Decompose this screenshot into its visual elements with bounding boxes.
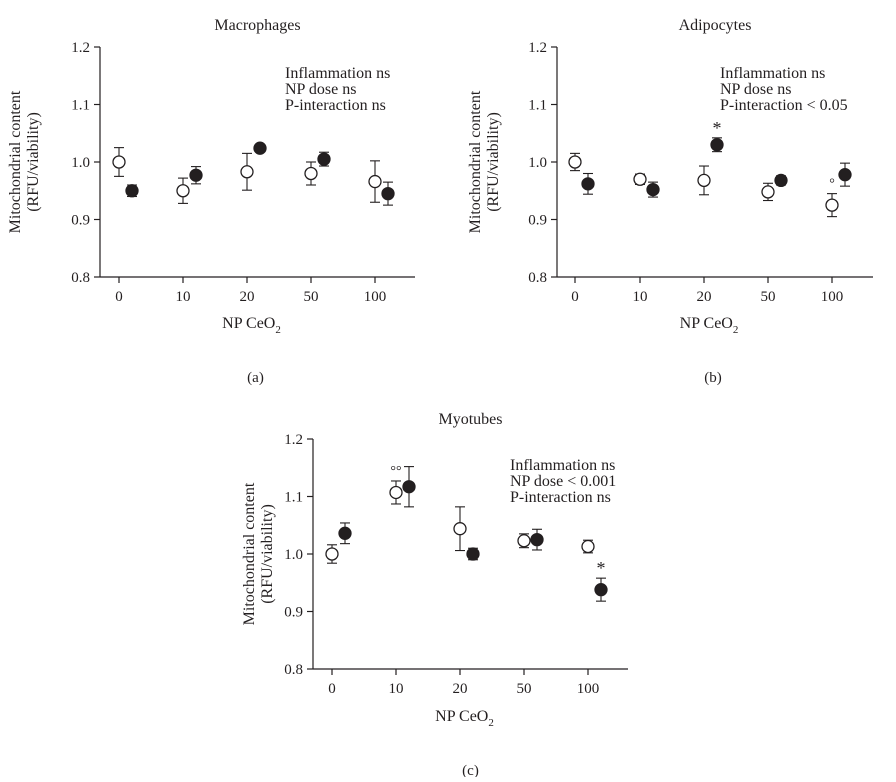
x-tick-label: 100 bbox=[364, 289, 387, 305]
y-tick-label: 1.0 bbox=[284, 547, 303, 563]
x-tick-label: 20 bbox=[240, 289, 255, 305]
y-tick-label: 0.8 bbox=[528, 270, 547, 286]
chart-panel-1: Macrophages 0.8 0.9 1.0 1.1 1.2 0 10 20 50 100 NP C… bbox=[7, 17, 415, 386]
x-tick-label: 50 bbox=[517, 681, 532, 697]
data-point-open bbox=[240, 165, 254, 179]
data-point-open bbox=[825, 198, 839, 212]
y-axis-label-line-1: Mitochondrial content bbox=[241, 482, 258, 625]
data-point-filled bbox=[774, 173, 788, 188]
panel-label: (b) bbox=[704, 370, 722, 386]
y-axis-label-line-2: (RFU/viability) bbox=[25, 112, 42, 212]
x-tick-label: 100 bbox=[577, 681, 600, 697]
stats-annotation: Inflammation ns bbox=[720, 65, 825, 82]
data-point-filled bbox=[253, 141, 267, 155]
x-axis-label: NP CeO2 bbox=[435, 708, 494, 729]
y-axis-label-line-1: Mitochondrial content bbox=[7, 90, 24, 233]
data-point-open bbox=[304, 166, 318, 181]
y-tick-label: 1.1 bbox=[71, 98, 90, 114]
x-axis-label: NP CeO2 bbox=[680, 315, 739, 336]
x-axis-label: NP CeO2 bbox=[222, 315, 281, 336]
data-point-filled bbox=[317, 152, 331, 166]
data-point-filled bbox=[594, 583, 608, 597]
significance-mark: * bbox=[597, 558, 606, 578]
chart-title: Myotubes bbox=[439, 411, 503, 428]
data-point-open bbox=[368, 174, 382, 189]
significance-mark: * bbox=[713, 118, 722, 138]
x-tick-label: 0 bbox=[328, 681, 336, 697]
y-tick-label: 0.9 bbox=[284, 605, 303, 621]
data-point-filled bbox=[381, 186, 395, 201]
x-axis-label-subscript: 2 bbox=[733, 324, 739, 336]
chart-panel-3: Myotubes 0.8 0.9 1.0 1.1 1.2 0 10 20 50 100 NP CeO2… bbox=[241, 411, 628, 779]
x-axis-label-subscript: 2 bbox=[488, 717, 494, 729]
y-tick-label: 1.0 bbox=[71, 155, 90, 171]
data-point-filled bbox=[466, 547, 480, 561]
data-point-filled bbox=[646, 182, 660, 197]
data-point-open bbox=[517, 534, 531, 548]
x-tick-label: 10 bbox=[389, 681, 404, 697]
panel-label: (c) bbox=[462, 763, 479, 777]
data-point-open bbox=[112, 155, 126, 169]
data-point-open bbox=[633, 172, 647, 186]
y-tick-label: 1.2 bbox=[528, 40, 547, 56]
chart-title: Macrophages bbox=[214, 17, 300, 34]
data-point-filled bbox=[338, 526, 352, 540]
data-point-filled bbox=[125, 184, 139, 198]
x-tick-label: 0 bbox=[571, 289, 579, 305]
x-tick-label: 10 bbox=[633, 289, 648, 305]
y-tick-label: 0.9 bbox=[71, 213, 90, 229]
data-point-open bbox=[581, 539, 595, 554]
data-point-filled bbox=[530, 532, 544, 547]
x-tick-label: 50 bbox=[304, 289, 319, 305]
data-point-open bbox=[568, 155, 582, 169]
data-point-open bbox=[176, 184, 190, 198]
chart-panel-2: Adipocytes 0.8 0.9 1.0 1.1 1.2 0 10 20 50 100 NP Ce… bbox=[467, 17, 873, 386]
stats-annotation: NP dose < 0.001 bbox=[510, 473, 616, 490]
data-point-filled bbox=[838, 167, 852, 182]
y-tick-label: 1.0 bbox=[528, 155, 547, 171]
significance-mark: ° bbox=[829, 177, 835, 192]
y-tick-label: 1.2 bbox=[284, 432, 303, 448]
y-axis-label-line-1: Mitochondrial content bbox=[467, 90, 484, 233]
data-point-open bbox=[453, 522, 467, 536]
data-point-open bbox=[325, 547, 339, 561]
significance-mark: °° bbox=[390, 464, 401, 479]
data-point-open bbox=[761, 185, 775, 199]
y-tick-label: 1.1 bbox=[528, 98, 547, 114]
data-point-open bbox=[697, 173, 711, 188]
data-point-filled bbox=[402, 480, 416, 494]
x-tick-label: 20 bbox=[453, 681, 468, 697]
x-tick-label: 100 bbox=[821, 289, 844, 305]
y-axis-label-line-2: (RFU/viability) bbox=[259, 504, 276, 604]
x-tick-label: 0 bbox=[115, 289, 123, 305]
data-point-filled bbox=[189, 168, 203, 182]
x-tick-label: 50 bbox=[761, 289, 776, 305]
stats-annotation: P-interaction ns bbox=[510, 489, 611, 506]
y-tick-label: 0.8 bbox=[71, 270, 90, 286]
data-point-filled bbox=[710, 138, 724, 152]
stats-annotation: NP dose ns bbox=[720, 81, 791, 98]
panel-label: (a) bbox=[247, 370, 264, 386]
y-tick-label: 0.8 bbox=[284, 662, 303, 678]
x-tick-label: 20 bbox=[697, 289, 712, 305]
x-axis-label-subscript: 2 bbox=[275, 324, 281, 336]
y-tick-label: 1.2 bbox=[71, 40, 90, 56]
stats-annotation: Inflammation ns bbox=[285, 65, 390, 82]
data-point-filled bbox=[581, 177, 595, 191]
stats-annotation: Inflammation ns bbox=[510, 457, 615, 474]
y-tick-label: 0.9 bbox=[528, 213, 547, 229]
x-tick-label: 10 bbox=[176, 289, 191, 305]
y-axis-label-line-2: (RFU/viability) bbox=[485, 112, 502, 212]
data-point-open bbox=[389, 485, 403, 500]
y-tick-label: 1.1 bbox=[284, 490, 303, 506]
chart-title: Adipocytes bbox=[679, 17, 752, 34]
stats-annotation: NP dose ns bbox=[285, 81, 356, 98]
stats-annotation: P-interaction ns bbox=[285, 97, 386, 114]
stats-annotation: P-interaction < 0.05 bbox=[720, 97, 848, 114]
